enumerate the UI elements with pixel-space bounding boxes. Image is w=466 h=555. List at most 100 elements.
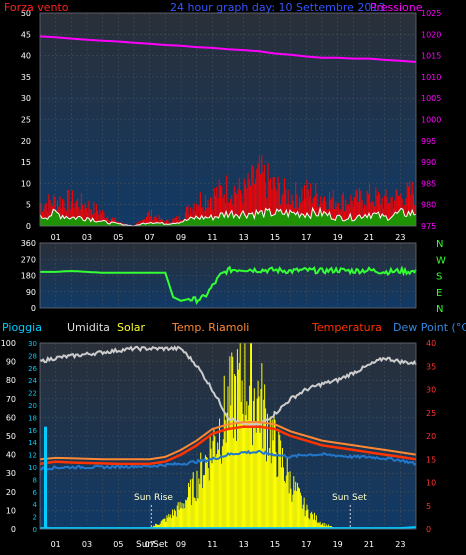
compass-label: S [436, 272, 442, 283]
temp-x-tick-label: 01 [51, 540, 61, 549]
legend-temperatura: Temperatura [311, 321, 382, 334]
humidity-tick-label: 10 [6, 506, 16, 515]
compass-label: W [436, 255, 446, 266]
pressure-axis-title: Pressione [370, 1, 423, 14]
wind-x-tick-label: 19 [333, 233, 343, 242]
temperature-tick-label: 25 [426, 409, 436, 418]
temp-x-tick-label: 09 [176, 540, 186, 549]
wind-x-tick-label: 03 [82, 233, 92, 242]
pressure-tick-label: 1015 [421, 52, 441, 61]
wind-tick-label: 45 [21, 30, 31, 39]
rain-tick-label: 22 [28, 390, 37, 398]
humidity-tick-label: 90 [6, 358, 16, 367]
humidity-line [39, 345, 417, 428]
pressure-tick-label: 975 [421, 222, 436, 231]
rain-tick-label: 4 [33, 501, 38, 509]
wind-tick-label: 30 [21, 94, 31, 103]
humidity-tick-label: 60 [6, 413, 16, 422]
temp-x-tick-label: 13 [239, 540, 249, 549]
rain-tick-label: 8 [33, 476, 37, 484]
wind-axis-title: Forza vento [4, 1, 69, 14]
dew-point-line [39, 449, 417, 471]
chart-title: 24 hour graph day: 10 Settembre 2013 [170, 1, 385, 14]
rain-tick-label: 14 [28, 439, 37, 447]
pressure-tick-label: 990 [421, 158, 436, 167]
wind-x-tick-label: 15 [270, 233, 280, 242]
direction-tick-label: 270 [21, 255, 36, 264]
rain-bar [44, 426, 47, 529]
wind-tick-label: 15 [21, 158, 31, 167]
panel-border [39, 242, 417, 309]
temp-x-tick-label: 05 [113, 540, 123, 549]
compass-label: N [436, 239, 443, 250]
wind-x-tick-label: 23 [395, 233, 405, 242]
wind-tick-label: 10 [21, 179, 31, 188]
legend-solar: Solar [117, 321, 146, 334]
wind-x-tick-label: 01 [51, 233, 61, 242]
wind-average-line [39, 206, 417, 227]
wind-tick-label: 25 [21, 116, 31, 125]
compass-label: N [436, 304, 443, 315]
temp-x-tick-label: 03 [82, 540, 92, 549]
wind-tick-label: 40 [21, 52, 31, 61]
wind-x-tick-label: 11 [207, 233, 217, 242]
legend-umidita: Umidita [67, 321, 110, 334]
humidity-tick-label: 20 [6, 488, 16, 497]
direction-tick-label: 180 [21, 272, 36, 281]
rain-tick-label: 24 [28, 377, 37, 385]
wind-tick-label: 0 [26, 222, 31, 231]
pressure-tick-label: 985 [421, 179, 436, 188]
direction-tick-label: 0 [31, 304, 36, 313]
direction-tick-label: 90 [26, 288, 36, 297]
temp-x-tick-label: 07 [145, 540, 155, 549]
humidity-tick-label: 30 [6, 469, 16, 478]
wind-tick-label: 5 [26, 201, 31, 210]
wind-average-area [40, 208, 416, 226]
wind-tick-label: 35 [21, 73, 31, 82]
humidity-tick-label: 100 [1, 339, 16, 348]
temperature-tick-label: 0 [426, 525, 431, 534]
panel-border [39, 12, 417, 227]
temperature-tick-label: 10 [426, 479, 436, 488]
temp-x-tick-label: 11 [207, 540, 217, 549]
pressure-tick-label: 1005 [421, 94, 441, 103]
panel-border [39, 342, 417, 530]
pressure-line [39, 35, 417, 63]
temp-x-tick-label: 19 [333, 540, 343, 549]
temperature-line [39, 425, 417, 466]
temp-x-tick-label: 21 [364, 540, 374, 549]
rain-tick-label: 0 [33, 526, 37, 534]
rain-tick-label: 28 [28, 352, 37, 360]
wind-x-tick-label: 07 [145, 233, 155, 242]
rain-tick-label: 20 [28, 402, 37, 410]
legend-pioggia: Pioggia [2, 321, 42, 334]
wind-x-tick-label: 09 [176, 233, 186, 242]
pressure-tick-label: 1020 [421, 30, 441, 39]
rain-tick-label: 10 [28, 464, 37, 472]
rain-tick-label: 26 [28, 365, 37, 373]
wind-tick-label: 50 [21, 9, 31, 18]
rain-tick-label: 16 [28, 427, 37, 435]
wind-x-tick-label: 17 [301, 233, 311, 242]
legend-riamoli: Temp. Riamoli [171, 321, 249, 334]
pressure-tick-label: 1025 [421, 9, 441, 18]
wind-tick-label: 20 [21, 137, 31, 146]
humidity-tick-label: 40 [6, 451, 16, 460]
temperature-tick-label: 5 [426, 502, 431, 511]
temperature-tick-label: 15 [426, 455, 436, 464]
pressure-tick-label: 1010 [421, 73, 441, 82]
legend-dewpoint: Dew Point (°C) [393, 321, 466, 334]
temp-x-tick-label: 17 [301, 540, 311, 549]
rain-tick-label: 18 [28, 414, 37, 422]
wind-x-tick-label: 13 [239, 233, 249, 242]
riamoli-temperature-line [39, 421, 417, 461]
sun-rise-label: Sun Rise [134, 493, 173, 503]
wind-x-tick-label: 05 [113, 233, 123, 242]
direction-tick-label: 360 [21, 239, 36, 248]
pressure-tick-label: 1000 [421, 116, 441, 125]
temp-x-tick-label: 15 [270, 540, 280, 549]
pressure-tick-label: 995 [421, 137, 436, 146]
wind-x-tick-label: 21 [364, 233, 374, 242]
